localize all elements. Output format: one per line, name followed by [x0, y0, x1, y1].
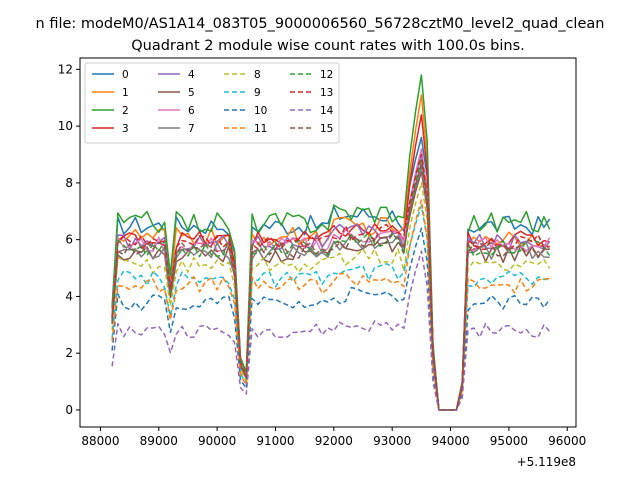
legend-label-0: 0: [122, 69, 129, 81]
series-line-10: [111, 227, 551, 411]
series-line-0: [111, 136, 551, 411]
series-line-8: [111, 182, 551, 411]
series-line-15: [111, 162, 550, 411]
legend-label-14: 14: [320, 105, 334, 117]
series-line-9: [111, 204, 550, 411]
legend-label-6: 6: [188, 105, 195, 117]
chart-title: Quadrant 2 module wise count rates with …: [131, 38, 525, 54]
chart-suptitle: n file: modeM0/AS1A14_083T05_9000006560_…: [36, 16, 605, 32]
legend-label-3: 3: [122, 123, 129, 135]
legend-label-5: 5: [188, 87, 195, 99]
legend-label-7: 7: [188, 123, 195, 135]
y-tick-label: 12: [58, 62, 73, 76]
x-axis: 88000 89000 90000 91000 92000 93000 94000 95000…: [81, 427, 586, 448]
x-tick-label: 92000: [315, 434, 353, 448]
legend-label-11: 11: [254, 123, 267, 135]
y-tick-label: 4: [65, 289, 73, 303]
series-line-11: [111, 199, 550, 411]
legend-label-1: 1: [122, 87, 129, 99]
plot-frame: [79, 57, 577, 428]
series-line-14: [111, 250, 551, 411]
y-tick-label: 2: [65, 346, 73, 360]
x-offset-text: +5.119e8: [517, 455, 576, 469]
x-tick-label: 90000: [198, 434, 236, 448]
x-tick-label: 95000: [490, 434, 528, 448]
x-tick-label: 91000: [256, 434, 294, 448]
x-tick-label: 89000: [140, 434, 178, 448]
series-line-6: [111, 148, 551, 411]
legend-label-4: 4: [188, 69, 195, 81]
x-tick-label: 94000: [431, 434, 469, 448]
legend-label-13: 13: [320, 87, 333, 99]
y-axis: 0 2 4 6 8 10 12: [58, 62, 80, 417]
x-tick-label: 93000: [373, 434, 411, 448]
legend-frame: [84, 62, 340, 144]
series-line-12: [111, 159, 551, 411]
y-tick-label: 6: [65, 233, 73, 247]
y-tick-label: 10: [58, 119, 73, 133]
legend-label-2: 2: [122, 105, 129, 117]
series-line-2: [111, 74, 551, 411]
legend-label-10: 10: [254, 105, 267, 117]
legend-label-8: 8: [254, 69, 261, 81]
x-tick-label: 96000: [548, 434, 586, 448]
y-tick-label: 8: [65, 176, 73, 190]
x-tick-label: 88000: [81, 434, 119, 448]
series-line-13: [111, 153, 550, 411]
series-line-5: [111, 170, 550, 411]
legend-label-9: 9: [254, 87, 261, 99]
plot-lines: [111, 74, 551, 411]
legend-label-15: 15: [320, 123, 333, 135]
legend-label-12: 12: [320, 69, 333, 81]
y-tick-label: 0: [65, 403, 73, 417]
